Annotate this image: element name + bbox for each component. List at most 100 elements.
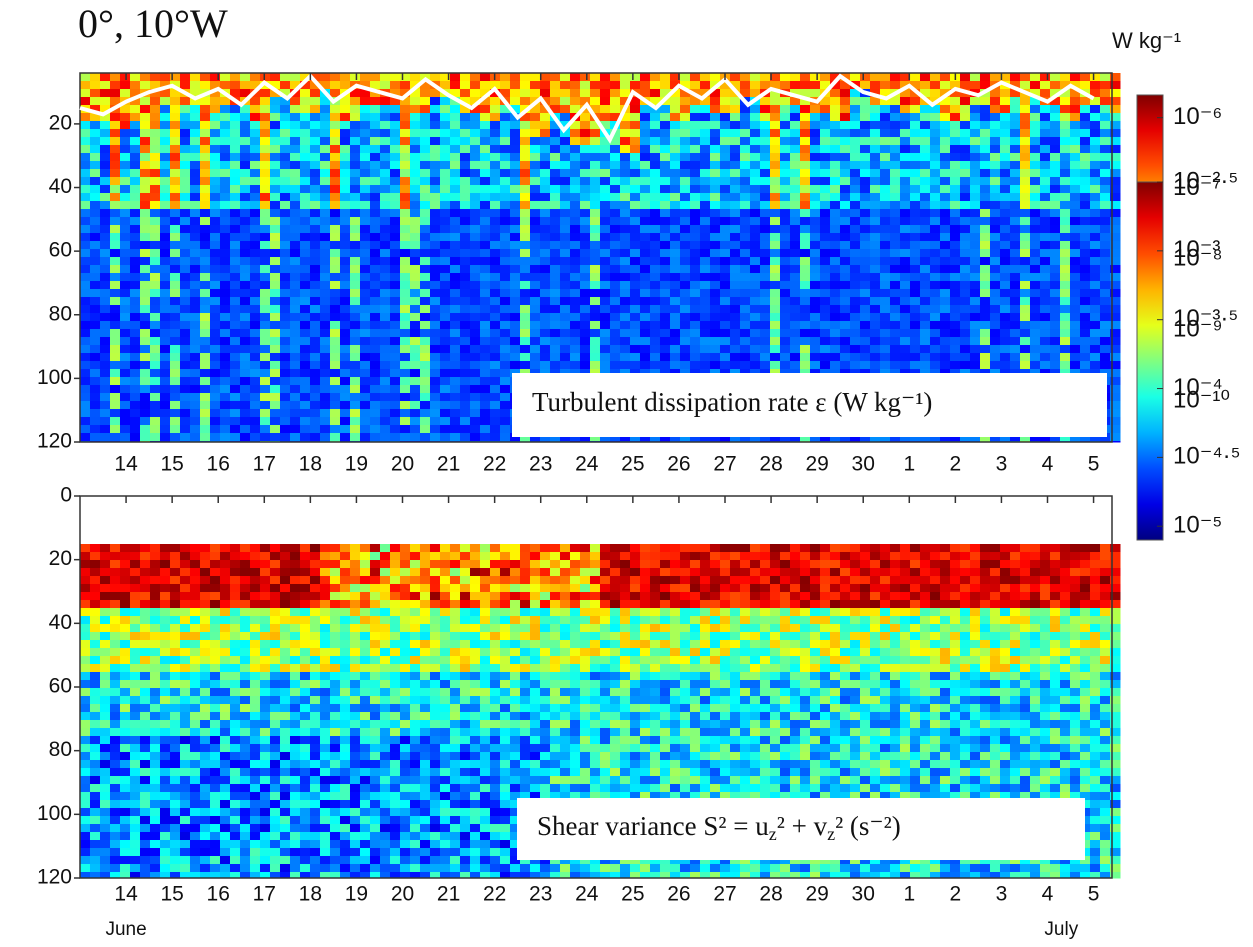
heatmap-cell [190, 345, 201, 354]
heatmap-cell [920, 297, 931, 306]
heatmap-cell [740, 169, 751, 178]
heatmap-cell [750, 81, 761, 90]
heatmap-cell [290, 145, 301, 154]
heatmap-cell [770, 289, 781, 298]
heatmap-cell [650, 305, 661, 314]
heatmap-cell [110, 321, 121, 330]
heatmap-cell [420, 161, 431, 170]
heatmap-cell [760, 321, 771, 330]
heatmap-cell [230, 145, 241, 154]
heatmap-cell [460, 305, 471, 314]
heatmap-cell [1060, 217, 1071, 226]
heatmap-cell [870, 353, 881, 362]
heatmap-cell [770, 201, 781, 210]
heatmap-cell [1010, 345, 1021, 354]
heatmap-cell [460, 289, 471, 298]
heatmap-cell [660, 201, 671, 210]
heatmap-cell [260, 313, 271, 322]
heatmap-cell [910, 113, 921, 122]
heatmap-cell [570, 185, 581, 194]
heatmap-cell [280, 337, 291, 346]
heatmap-cell [400, 425, 411, 434]
heatmap-cell [120, 369, 131, 378]
heatmap-cell [200, 145, 211, 154]
heatmap-cell [300, 305, 311, 314]
heatmap-cell [310, 361, 321, 370]
heatmap-cell [830, 89, 841, 98]
heatmap-cell [220, 369, 231, 378]
heatmap-cell [690, 265, 701, 274]
heatmap-cell [130, 313, 141, 322]
heatmap-cell [230, 409, 241, 418]
heatmap-cell [440, 169, 451, 178]
heatmap-cell [170, 273, 181, 282]
heatmap-cell [860, 281, 871, 290]
heatmap-cell [710, 217, 721, 226]
heatmap-cell [580, 345, 591, 354]
heatmap-cell [620, 169, 631, 178]
heatmap-cell [220, 385, 231, 394]
heatmap-cell [600, 97, 611, 106]
x-tick-label: 15 [160, 453, 183, 476]
heatmap-cell [440, 433, 451, 442]
heatmap-cell [210, 145, 221, 154]
heatmap-cell [80, 281, 91, 290]
heatmap-cell [440, 193, 451, 202]
heatmap-cell [660, 353, 671, 362]
heatmap-cell [450, 329, 461, 338]
heatmap-cell [610, 105, 621, 114]
heatmap-cell [360, 185, 371, 194]
heatmap-cell [490, 177, 501, 186]
heatmap-cell [820, 321, 831, 330]
heatmap-cell [860, 313, 871, 322]
heatmap-cell [250, 209, 261, 218]
heatmap-cell [1070, 73, 1081, 82]
heatmap-cell [550, 73, 561, 82]
heatmap-cell [320, 313, 331, 322]
heatmap-cell [560, 73, 571, 82]
heatmap-cell [430, 377, 441, 386]
heatmap-cell [270, 161, 281, 170]
heatmap-cell [620, 209, 631, 218]
heatmap-cell [270, 337, 281, 346]
heatmap-cell [600, 225, 611, 234]
heatmap-cell [270, 233, 281, 242]
heatmap-cell [210, 193, 221, 202]
heatmap-cell [890, 273, 901, 282]
heatmap-cell [970, 113, 981, 122]
heatmap-cell [270, 97, 281, 106]
heatmap-cell [510, 297, 521, 306]
heatmap-cell [570, 249, 581, 258]
heatmap-cell [210, 305, 221, 314]
heatmap-cell [90, 289, 101, 298]
heatmap-cell [100, 417, 111, 426]
heatmap-cell [230, 401, 241, 410]
heatmap-cell [400, 377, 411, 386]
heatmap-cell [810, 361, 821, 370]
heatmap-cell [620, 321, 631, 330]
heatmap-cell [310, 209, 321, 218]
heatmap-cell [1090, 145, 1101, 154]
heatmap-cell [510, 257, 521, 266]
heatmap-cell [180, 377, 191, 386]
heatmap-cell [310, 113, 321, 122]
heatmap-cell [640, 337, 651, 346]
heatmap-cell [1070, 105, 1081, 114]
heatmap-cell [430, 241, 441, 250]
heatmap-cell [120, 121, 131, 130]
heatmap-cell [960, 97, 971, 106]
heatmap-cell [850, 137, 861, 146]
heatmap-cell [230, 297, 241, 306]
heatmap-cell [660, 217, 671, 226]
heatmap-cell [560, 105, 571, 114]
heatmap-cell [460, 113, 471, 122]
heatmap-cell [560, 145, 571, 154]
heatmap-cell [620, 193, 631, 202]
heatmap-cell [310, 337, 321, 346]
heatmap-cell [710, 241, 721, 250]
heatmap-cell [690, 225, 701, 234]
heatmap-cell [650, 185, 661, 194]
heatmap-cell [990, 313, 1001, 322]
heatmap-cell [1090, 353, 1101, 362]
heatmap-cell [80, 297, 91, 306]
